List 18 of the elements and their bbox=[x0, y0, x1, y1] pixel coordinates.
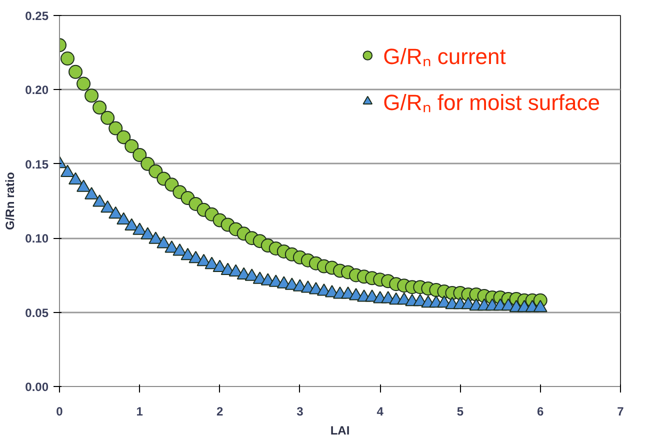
legend-label: G/Rₙ current bbox=[383, 43, 506, 71]
legend-label: G/Rₙ for moist surface bbox=[383, 89, 600, 117]
y-tick-label: 0.25 bbox=[25, 9, 49, 23]
y-tick-label: 0.10 bbox=[25, 232, 49, 246]
y-tick-label: 0.20 bbox=[25, 83, 49, 98]
y-tick-label: 0.05 bbox=[25, 306, 49, 320]
x-tick-label: 0 bbox=[56, 404, 64, 418]
x-tick-label: 4 bbox=[376, 404, 384, 418]
x-tick-label: 1 bbox=[136, 404, 144, 418]
x-tick-label: 7 bbox=[617, 404, 624, 418]
y-axis-title: G/Rn ratio bbox=[3, 172, 18, 230]
y-tick-label: 0.15 bbox=[25, 157, 49, 172]
x-tick-label: 2 bbox=[216, 404, 224, 418]
x-tick-label: 6 bbox=[537, 404, 544, 418]
x-tick-label: 5 bbox=[456, 404, 464, 418]
x-tick-label: 3 bbox=[296, 404, 304, 418]
y-tick-label: 0.00 bbox=[25, 380, 49, 394]
x-axis-title: LAI bbox=[330, 424, 350, 438]
